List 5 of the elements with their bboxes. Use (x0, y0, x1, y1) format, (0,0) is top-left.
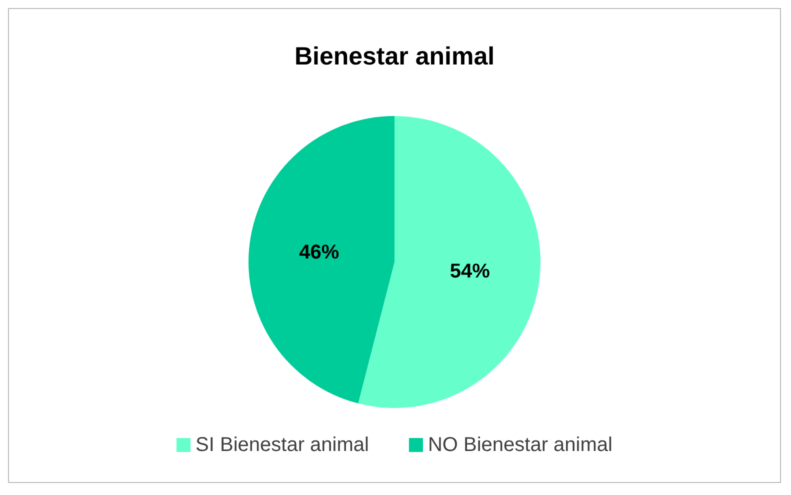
data-label: 46% (299, 241, 340, 264)
chart-title: Bienestar animal (294, 42, 495, 70)
data-label: 54% (450, 260, 490, 283)
legend-label: NO Bienestar animal (428, 434, 612, 456)
legend-label: SI Bienestar animal (196, 434, 369, 456)
